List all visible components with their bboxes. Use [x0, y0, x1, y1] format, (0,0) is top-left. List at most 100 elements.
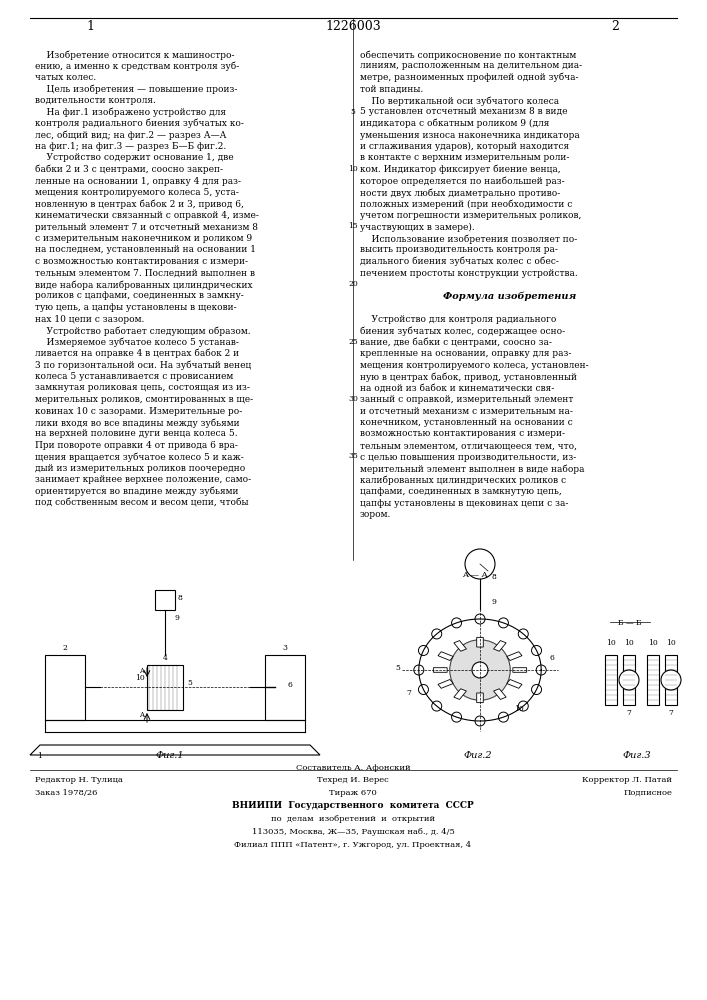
- Text: на верхней половине дуги венца колеса 5.: на верхней половине дуги венца колеса 5.: [35, 430, 238, 438]
- Polygon shape: [507, 679, 522, 688]
- Text: A: A: [139, 711, 144, 719]
- Text: 8: 8: [492, 573, 497, 581]
- Text: на одной из бабок и кинематически свя-: на одной из бабок и кинематически свя-: [360, 383, 554, 392]
- Text: с возможностью контактирования с измери-: с возможностью контактирования с измери-: [35, 257, 248, 266]
- Text: 10: 10: [624, 639, 634, 647]
- Text: замкнутая роликовая цепь, состоящая из из-: замкнутая роликовая цепь, состоящая из и…: [35, 383, 250, 392]
- Text: на последнем, установленный на основании 1: на последнем, установленный на основании…: [35, 245, 256, 254]
- Text: колеса 5 устанавливается с провисанием: колеса 5 устанавливается с провисанием: [35, 372, 233, 381]
- Text: Заказ 1978/26: Заказ 1978/26: [35, 789, 98, 797]
- Text: Фиг.3: Фиг.3: [623, 751, 651, 760]
- Text: 2: 2: [62, 644, 67, 652]
- Text: нах 10 цепи с зазором.: нах 10 цепи с зазором.: [35, 314, 144, 324]
- Text: ВНИИПИ  Государственного  комитета  СССР: ВНИИПИ Государственного комитета СССР: [232, 801, 474, 810]
- Polygon shape: [623, 655, 635, 705]
- Text: По вертикальной оси зубчатого колеса: По вертикальной оси зубчатого колеса: [360, 96, 559, 105]
- Text: 9: 9: [492, 598, 497, 606]
- Text: печением простоты конструкции устройства.: печением простоты конструкции устройства…: [360, 268, 578, 277]
- Text: 4: 4: [163, 654, 168, 662]
- Circle shape: [419, 645, 428, 655]
- Text: той впадины.: той впадины.: [360, 85, 423, 94]
- Polygon shape: [477, 637, 484, 647]
- Text: на фиг.1; на фиг.3 — разрез Б—Б фиг.2.: на фиг.1; на фиг.3 — разрез Б—Б фиг.2.: [35, 142, 226, 151]
- Text: 30: 30: [348, 395, 358, 403]
- Circle shape: [518, 701, 528, 711]
- Text: занный с оправкой, измерительный элемент: занный с оправкой, измерительный элемент: [360, 395, 573, 404]
- Polygon shape: [605, 655, 617, 705]
- Text: 15: 15: [348, 223, 358, 231]
- Text: индикатора с обкатным роликом 9 (для: индикатора с обкатным роликом 9 (для: [360, 119, 549, 128]
- Text: 5: 5: [351, 107, 356, 115]
- Text: Филиал ППП «Патент», г. Ужгород, ул. Проектная, 4: Филиал ППП «Патент», г. Ужгород, ул. Про…: [235, 841, 472, 849]
- Text: Фиг.1: Фиг.1: [156, 751, 185, 760]
- Text: чатых колес.: чатых колес.: [35, 73, 96, 82]
- Circle shape: [452, 618, 462, 628]
- Polygon shape: [665, 655, 677, 705]
- Text: 2: 2: [611, 20, 619, 33]
- Text: 3 по горизонтальной оси. На зубчатый венец: 3 по горизонтальной оси. На зубчатый вен…: [35, 360, 251, 370]
- Text: Б — Б: Б — Б: [618, 619, 642, 627]
- Circle shape: [619, 670, 639, 690]
- Text: крепленные на основании, оправку для раз-: крепленные на основании, оправку для раз…: [360, 349, 571, 358]
- Text: контроля радиального биения зубчатых ко-: контроля радиального биения зубчатых ко-: [35, 119, 244, 128]
- Circle shape: [498, 712, 508, 722]
- Text: лики входя во все впадины между зубьями: лики входя во все впадины между зубьями: [35, 418, 240, 428]
- Text: по  делам  изобретений  и  открытий: по делам изобретений и открытий: [271, 815, 435, 823]
- Text: 113035, Москва, Ж—35, Раушская наб., д. 4/5: 113035, Москва, Ж—35, Раушская наб., д. …: [252, 828, 455, 836]
- Text: занимает крайнее верхнее положение, само-: занимает крайнее верхнее положение, само…: [35, 476, 251, 485]
- Polygon shape: [507, 652, 522, 661]
- Text: ленные на основании 1, оправку 4 для раз-: ленные на основании 1, оправку 4 для раз…: [35, 176, 241, 186]
- Text: 20: 20: [348, 280, 358, 288]
- Text: тую цепь, а цапфы установлены в щекови-: тую цепь, а цапфы установлены в щекови-: [35, 303, 237, 312]
- Polygon shape: [513, 668, 527, 672]
- Text: тельным элементом, отличающееся тем, что,: тельным элементом, отличающееся тем, что…: [360, 441, 577, 450]
- Text: Устройство содержит основание 1, две: Устройство содержит основание 1, две: [35, 153, 233, 162]
- Text: высить производительность контроля ра-: высить производительность контроля ра-: [360, 245, 558, 254]
- Text: которое определяется по наибольшей раз-: которое определяется по наибольшей раз-: [360, 176, 565, 186]
- Text: 6: 6: [549, 654, 554, 662]
- Text: A — A: A — A: [462, 571, 488, 579]
- Polygon shape: [438, 652, 453, 661]
- Text: мещения контролируемого колеса 5, уста-: мещения контролируемого колеса 5, уста-: [35, 188, 239, 197]
- Circle shape: [536, 665, 547, 675]
- Text: участвующих в замере).: участвующих в замере).: [360, 223, 474, 232]
- Text: цапфами, соединенных в замкнутую цепь,: цапфами, соединенных в замкнутую цепь,: [360, 487, 562, 496]
- Text: конечником, установленный на основании с: конечником, установленный на основании с: [360, 418, 573, 427]
- Polygon shape: [438, 679, 453, 688]
- Circle shape: [465, 549, 495, 579]
- Text: в контакте с верхним измерительным роли-: в контакте с верхним измерительным роли-: [360, 153, 569, 162]
- Text: 8: 8: [177, 594, 182, 602]
- Text: учетом погрешности измерительных роликов,: учетом погрешности измерительных роликов…: [360, 211, 581, 220]
- Text: ную в центрах бабок, привод, установленный: ную в центрах бабок, привод, установленн…: [360, 372, 577, 381]
- Polygon shape: [30, 745, 320, 755]
- Text: роликов с цапфами, соединенных в замкну-: роликов с цапфами, соединенных в замкну-: [35, 292, 244, 300]
- Text: ориентируется во впадине между зубьями: ориентируется во впадине между зубьями: [35, 487, 238, 496]
- Text: новленную в центрах бабок 2 и 3, привод 6,: новленную в центрах бабок 2 и 3, привод …: [35, 200, 244, 209]
- Circle shape: [475, 716, 485, 726]
- Circle shape: [532, 685, 542, 695]
- Text: Формула изобретения: Формула изобретения: [443, 292, 577, 301]
- Text: обеспечить соприкосновение по контактным: обеспечить соприкосновение по контактным: [360, 50, 576, 60]
- Text: уменьшения износа наконечника индикатора: уменьшения износа наконечника индикатора: [360, 130, 580, 139]
- Text: 5 установлен отсчетный механизм 8 в виде: 5 установлен отсчетный механизм 8 в виде: [360, 107, 568, 116]
- Polygon shape: [493, 641, 506, 651]
- Text: 10: 10: [514, 705, 524, 713]
- Text: зором.: зором.: [360, 510, 392, 519]
- Text: рительный элемент 7 и отсчетный механизм 8: рительный элемент 7 и отсчетный механизм…: [35, 223, 258, 232]
- Text: бабки 2 и 3 с центрами, соосно закреп-: бабки 2 и 3 с центрами, соосно закреп-: [35, 165, 223, 174]
- Circle shape: [414, 665, 423, 675]
- Text: 1: 1: [86, 20, 94, 33]
- Text: ком. Индикатор фиксирует биение венца,: ком. Индикатор фиксирует биение венца,: [360, 165, 561, 174]
- Text: 10: 10: [135, 674, 145, 682]
- Polygon shape: [265, 655, 305, 720]
- Text: цапфы установлены в щековинах цепи с за-: цапфы установлены в щековинах цепи с за-: [360, 498, 568, 508]
- Text: Устройство для контроля радиального: Устройство для контроля радиального: [360, 314, 556, 324]
- Text: ению, а именно к средствам контроля зуб-: ению, а именно к средствам контроля зуб-: [35, 62, 239, 71]
- Text: Измеряемое зубчатое колесо 5 устанав-: Измеряемое зубчатое колесо 5 устанав-: [35, 338, 239, 347]
- Polygon shape: [454, 689, 467, 699]
- Text: диального биения зубчатых колес с обес-: диального биения зубчатых колес с обес-: [360, 257, 559, 266]
- Circle shape: [452, 712, 462, 722]
- Circle shape: [419, 685, 428, 695]
- Text: Техред И. Верес: Техред И. Верес: [317, 776, 389, 784]
- Text: Изобретение относится к машиностро-: Изобретение относится к машиностро-: [35, 50, 235, 60]
